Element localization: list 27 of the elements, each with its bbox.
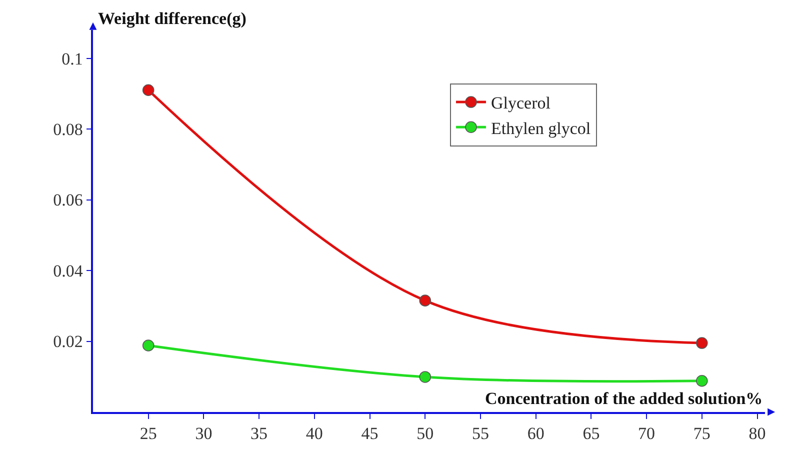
y-tick-label: 0.08	[53, 120, 83, 139]
y-tick-label: 0.06	[53, 190, 83, 210]
x-axis-title: Concentration of the added solution%	[485, 389, 763, 408]
x-tick-label: 50	[416, 424, 434, 444]
x-tick-label: 60	[527, 424, 544, 444]
point	[419, 371, 432, 383]
point	[142, 84, 154, 96]
point	[696, 337, 708, 349]
point	[696, 374, 708, 387]
x-tick-label: 75	[693, 424, 710, 444]
point	[142, 340, 154, 352]
legend-label: Ethylen glycol	[491, 118, 591, 138]
legend-label: Glycerol	[491, 94, 551, 113]
y-tick-label: 0.02	[53, 332, 83, 352]
x-tick-label: 30	[195, 424, 212, 444]
x-tick-label: 80	[748, 424, 766, 444]
y-tick-label: 0.04	[53, 261, 84, 280]
x-tick-label: 55	[472, 424, 489, 444]
x-tick-label: 45	[361, 424, 378, 444]
x-tick-label: 70	[638, 424, 656, 444]
y-tick-label: 0.1	[62, 49, 83, 68]
x-tick-label: 35	[250, 424, 268, 444]
x-tick-label: 65	[582, 424, 600, 444]
y-axis-title: Weight difference(g)	[98, 9, 246, 28]
x-tick-label: 40	[306, 424, 323, 444]
x-tick-label: 25	[140, 424, 157, 444]
point	[419, 294, 432, 306]
